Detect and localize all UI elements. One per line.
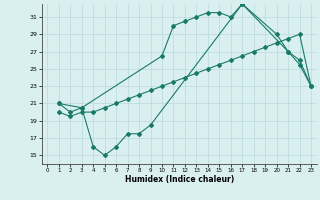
X-axis label: Humidex (Indice chaleur): Humidex (Indice chaleur)	[124, 175, 234, 184]
